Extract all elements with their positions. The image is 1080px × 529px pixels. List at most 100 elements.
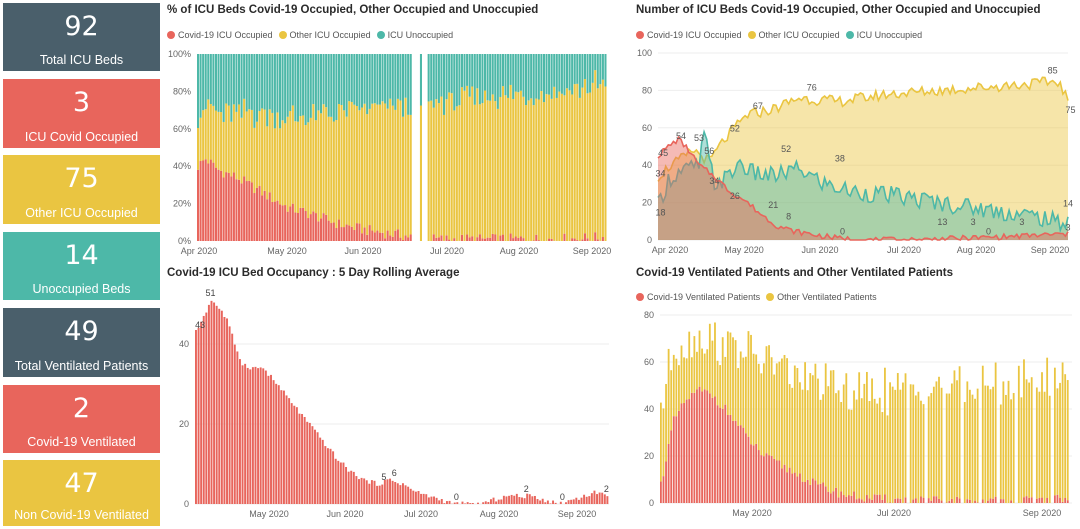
legend-label: Other ICU Occupied — [289, 30, 371, 40]
bar-unoccupied — [407, 54, 410, 115]
bar-other — [814, 363, 817, 481]
bar-other — [227, 105, 230, 173]
bar-covid — [205, 312, 208, 504]
bar-unoccupied — [489, 54, 492, 101]
bar-covid — [358, 223, 361, 241]
bar-covid — [549, 503, 552, 504]
bar-covid — [296, 213, 299, 241]
bar-unoccupied — [537, 54, 540, 100]
data-label: 56 — [704, 146, 714, 156]
bar-covid — [567, 500, 570, 504]
kpi-total-ventilated[interactable]: 49 Total Ventilated Patients — [3, 308, 160, 377]
bar-other — [209, 104, 212, 160]
kpi-non-covid-ventilated[interactable]: 47 Non Covid-19 Ventilated — [3, 460, 160, 526]
bar-other — [481, 103, 484, 239]
bar-covid — [303, 416, 306, 504]
data-label: 0 — [560, 492, 565, 502]
bar-unoccupied — [378, 54, 381, 105]
bar-other — [878, 397, 881, 495]
bar-covid — [350, 226, 353, 241]
bar-covid — [855, 499, 858, 503]
bar-other — [399, 100, 402, 238]
bar-covid — [282, 390, 285, 504]
bar-covid — [922, 497, 925, 503]
bar-covid — [999, 499, 1002, 503]
kpi-label: ICU Covid Occupied — [24, 130, 139, 144]
bar-covid — [329, 448, 332, 504]
bar-unoccupied — [517, 54, 520, 93]
chart-pct[interactable]: 0% 20% 40% 60% 80% 100% Apr 2020 May 2020 Jun 20… — [163, 44, 613, 258]
bar-unoccupied — [566, 54, 569, 89]
x-tick-label: Jul 2020 — [430, 246, 464, 256]
bar-covid — [714, 396, 716, 503]
chart-vent[interactable]: 0 20 40 60 80 May 2020 Jul 2020 Sep 2020 — [632, 305, 1076, 527]
bar-covid — [427, 497, 430, 504]
bar-unoccupied — [445, 54, 448, 100]
bar-covid — [320, 218, 323, 241]
data-label: 54 — [676, 131, 686, 141]
bar-unoccupied — [553, 54, 556, 87]
legend-item[interactable]: Covid-19 ICU Occupied — [167, 30, 273, 40]
bar-unoccupied — [240, 54, 243, 118]
bar-covid — [752, 445, 755, 503]
bar-unoccupied — [460, 54, 463, 88]
bar-covid — [799, 473, 801, 503]
legend-item[interactable]: Other Ventilated Patients — [766, 292, 877, 302]
bar-other — [696, 351, 698, 390]
bar-other — [599, 84, 602, 241]
bar-other — [440, 96, 443, 236]
bar-unoccupied — [299, 54, 302, 117]
bar-other — [560, 93, 563, 241]
legend-item[interactable]: ICU Unoccupied — [376, 30, 453, 40]
bar-covid — [409, 234, 412, 241]
bar-covid — [197, 327, 200, 504]
x-tick-label: Aug 2020 — [500, 246, 539, 256]
bar-other — [304, 125, 307, 212]
bar-unoccupied — [304, 54, 307, 126]
bar-covid — [719, 407, 722, 503]
y-tick-label: 0 — [647, 235, 652, 245]
legend-item[interactable]: Covid-19 Ventilated Patients — [636, 292, 760, 302]
bar-other — [909, 384, 912, 503]
bar-covid — [391, 480, 394, 504]
x-tick-label: Sep 2020 — [558, 509, 597, 519]
y-tick-label: 100 — [637, 48, 652, 58]
legend-item[interactable]: ICU Unoccupied — [845, 30, 922, 40]
kpi-unoccupied-beds[interactable]: 14 Unoccupied Beds — [3, 232, 160, 300]
bar-covid — [384, 238, 387, 241]
kpi-total-icu-beds[interactable]: 92 Total ICU Beds — [3, 3, 160, 71]
bar-covid — [244, 363, 247, 504]
legend-item[interactable]: Covid-19 ICU Occupied — [636, 30, 742, 40]
bar-covid — [835, 487, 837, 503]
bar-unoccupied — [481, 54, 484, 104]
kpi-icu-covid-occupied[interactable]: 3 ICU Covid Occupied — [3, 79, 160, 148]
bar-other — [894, 389, 897, 499]
legend-item[interactable]: Other ICU Occupied — [747, 30, 840, 40]
bar-unoccupied — [296, 54, 299, 122]
bar-other — [683, 357, 685, 403]
bar-covid — [1028, 497, 1031, 503]
bar-covid — [443, 503, 446, 504]
y-tick-label: 80 — [644, 310, 654, 320]
bar-unoccupied — [330, 54, 333, 117]
bar-unoccupied — [373, 54, 376, 104]
kpi-other-icu-occupied[interactable]: 75 Other ICU Occupied — [3, 155, 160, 224]
bar-covid — [518, 497, 521, 504]
bar-covid — [992, 498, 994, 503]
bar-other — [294, 121, 297, 213]
bar-covid — [445, 501, 448, 504]
bar-covid — [508, 495, 511, 504]
bar-other — [822, 394, 825, 483]
legend-item[interactable]: Other ICU Occupied — [278, 30, 371, 40]
legend-label: Covid-19 ICU Occupied — [178, 30, 273, 40]
bar-unoccupied — [509, 54, 512, 85]
bar-covid — [847, 495, 850, 503]
legend-vent: Covid-19 Ventilated Patients Other Venti… — [636, 292, 883, 302]
bar-covid — [407, 237, 410, 241]
bar-unoccupied — [473, 54, 476, 105]
bar-other — [245, 111, 248, 182]
kpi-covid-ventilated[interactable]: 2 Covid-19 Ventilated — [3, 385, 160, 453]
bar-other — [540, 90, 543, 241]
